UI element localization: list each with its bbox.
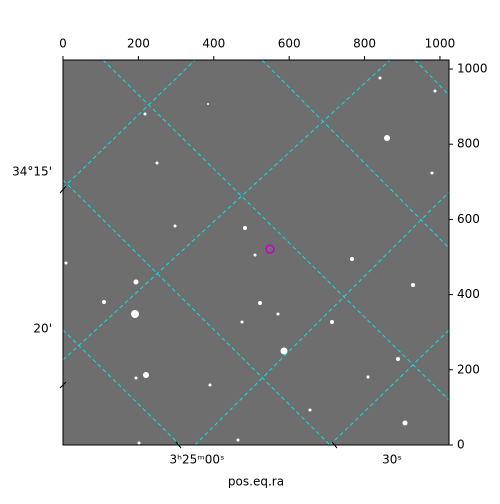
y-tick-label: 0 — [457, 438, 465, 452]
x-axis-label: pos.eq.ra — [228, 475, 284, 489]
wcs-tick — [59, 185, 67, 194]
image — [63, 60, 449, 445]
coordinate-grid — [63, 60, 449, 445]
wcs-tick — [175, 441, 182, 449]
stars — [64, 76, 437, 445]
y-tick-label: 600 — [457, 212, 480, 226]
y-tick-label: 200 — [457, 362, 480, 376]
y-tick-label: 400 — [457, 287, 480, 301]
wcs-y-label: 20' — [33, 322, 52, 336]
wcs-y-label: 34°15' — [12, 165, 52, 179]
x-tick-label: 1000 — [425, 37, 456, 51]
wcs-x-label: 30ˢ — [382, 453, 402, 467]
wcs-tick — [331, 441, 338, 449]
x-tick-label: 400 — [202, 37, 225, 51]
wcs-x-label: 3ʰ25ᵐ00ˢ — [170, 453, 225, 467]
wcs-tick — [59, 381, 67, 389]
y-tick-label: 1000 — [457, 62, 488, 76]
x-tick-label: 800 — [353, 37, 376, 51]
marker — [265, 244, 275, 254]
x-tick-label: 200 — [127, 37, 150, 51]
x-tick-label: 600 — [278, 37, 301, 51]
x-tick-label: 0 — [59, 37, 67, 51]
frame — [62, 59, 450, 446]
y-tick-label: 800 — [457, 137, 480, 151]
